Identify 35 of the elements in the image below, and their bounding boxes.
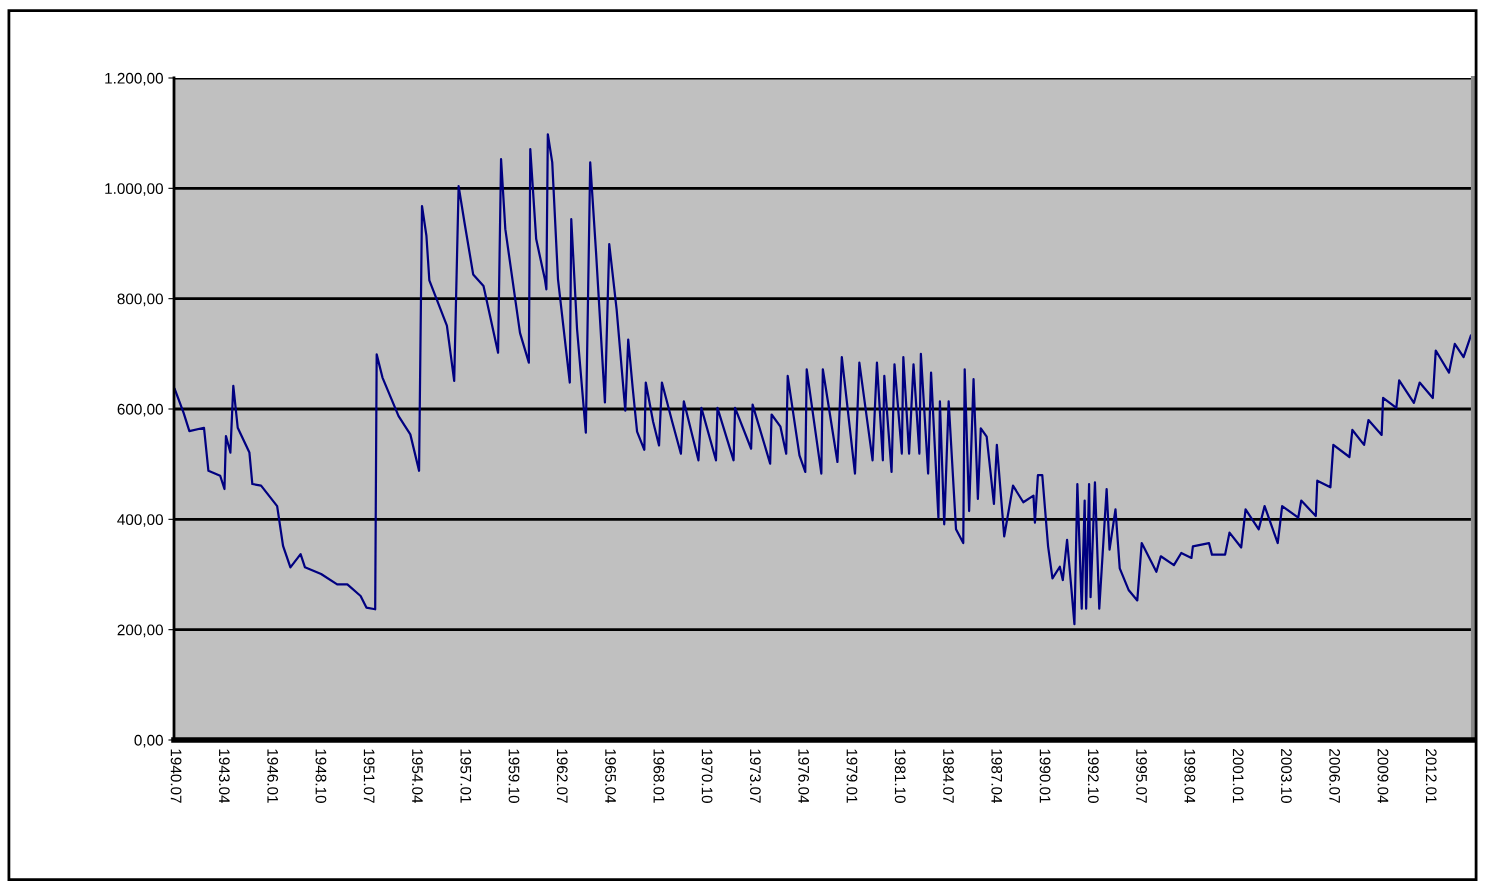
x-tick-label: 1965.04 xyxy=(605,749,616,804)
x-tick-label: 1992.10 xyxy=(1087,749,1099,803)
y-tick-label: 800,00 xyxy=(117,293,163,307)
x-tick-label: 2001.01 xyxy=(1232,749,1244,803)
x-tick-label: 1940.07 xyxy=(170,749,182,803)
x-tick-label: 1976.04 xyxy=(798,749,810,804)
x-tick-label: 2009.04 xyxy=(1377,749,1389,804)
x-tick-label: 1962.07 xyxy=(556,749,568,803)
x-tick-label: 1959.10 xyxy=(508,749,520,803)
y-tick-label: 1.000,00 xyxy=(105,183,163,196)
x-tick-label: 1981.10 xyxy=(894,749,906,803)
x-tick-label: 1987.04 xyxy=(991,749,1003,804)
line-series xyxy=(174,133,1472,626)
x-tick-label: 1998.04 xyxy=(1184,749,1196,804)
y-tick-label: 400,00 xyxy=(117,514,163,527)
x-tick-label: 1951.07 xyxy=(363,749,375,803)
x-tick-label: 1979.01 xyxy=(846,749,858,803)
x-tick-label: 2003.10 xyxy=(1280,749,1292,803)
x-tick-label: 1984.07 xyxy=(943,749,954,803)
y-tick-label: 600,00 xyxy=(117,403,163,417)
y-tick-label: 200,00 xyxy=(117,624,163,638)
x-tick-label: 1968.01 xyxy=(653,749,665,803)
x-tick-label: 1943.04 xyxy=(218,749,230,804)
x-tick-label: 1973.07 xyxy=(749,749,761,803)
x-tick-label: 2006.07 xyxy=(1329,749,1341,803)
x-tick-label: 1946.01 xyxy=(267,749,279,803)
y-tick-label: 1.200,00 xyxy=(105,72,163,86)
x-tick-label: 2012.01 xyxy=(1425,749,1437,803)
x-tick-label: 1990.01 xyxy=(1039,749,1051,803)
x-tick-label: 1970.10 xyxy=(701,749,713,803)
x-tick-label: 1995.07 xyxy=(1136,749,1147,803)
x-tick-label: 1954.04 xyxy=(412,749,423,804)
x-tick-label: 1948.10 xyxy=(315,749,327,803)
x-tick-label: 1957.01 xyxy=(460,749,472,803)
y-tick-label: 0,00 xyxy=(134,734,163,748)
